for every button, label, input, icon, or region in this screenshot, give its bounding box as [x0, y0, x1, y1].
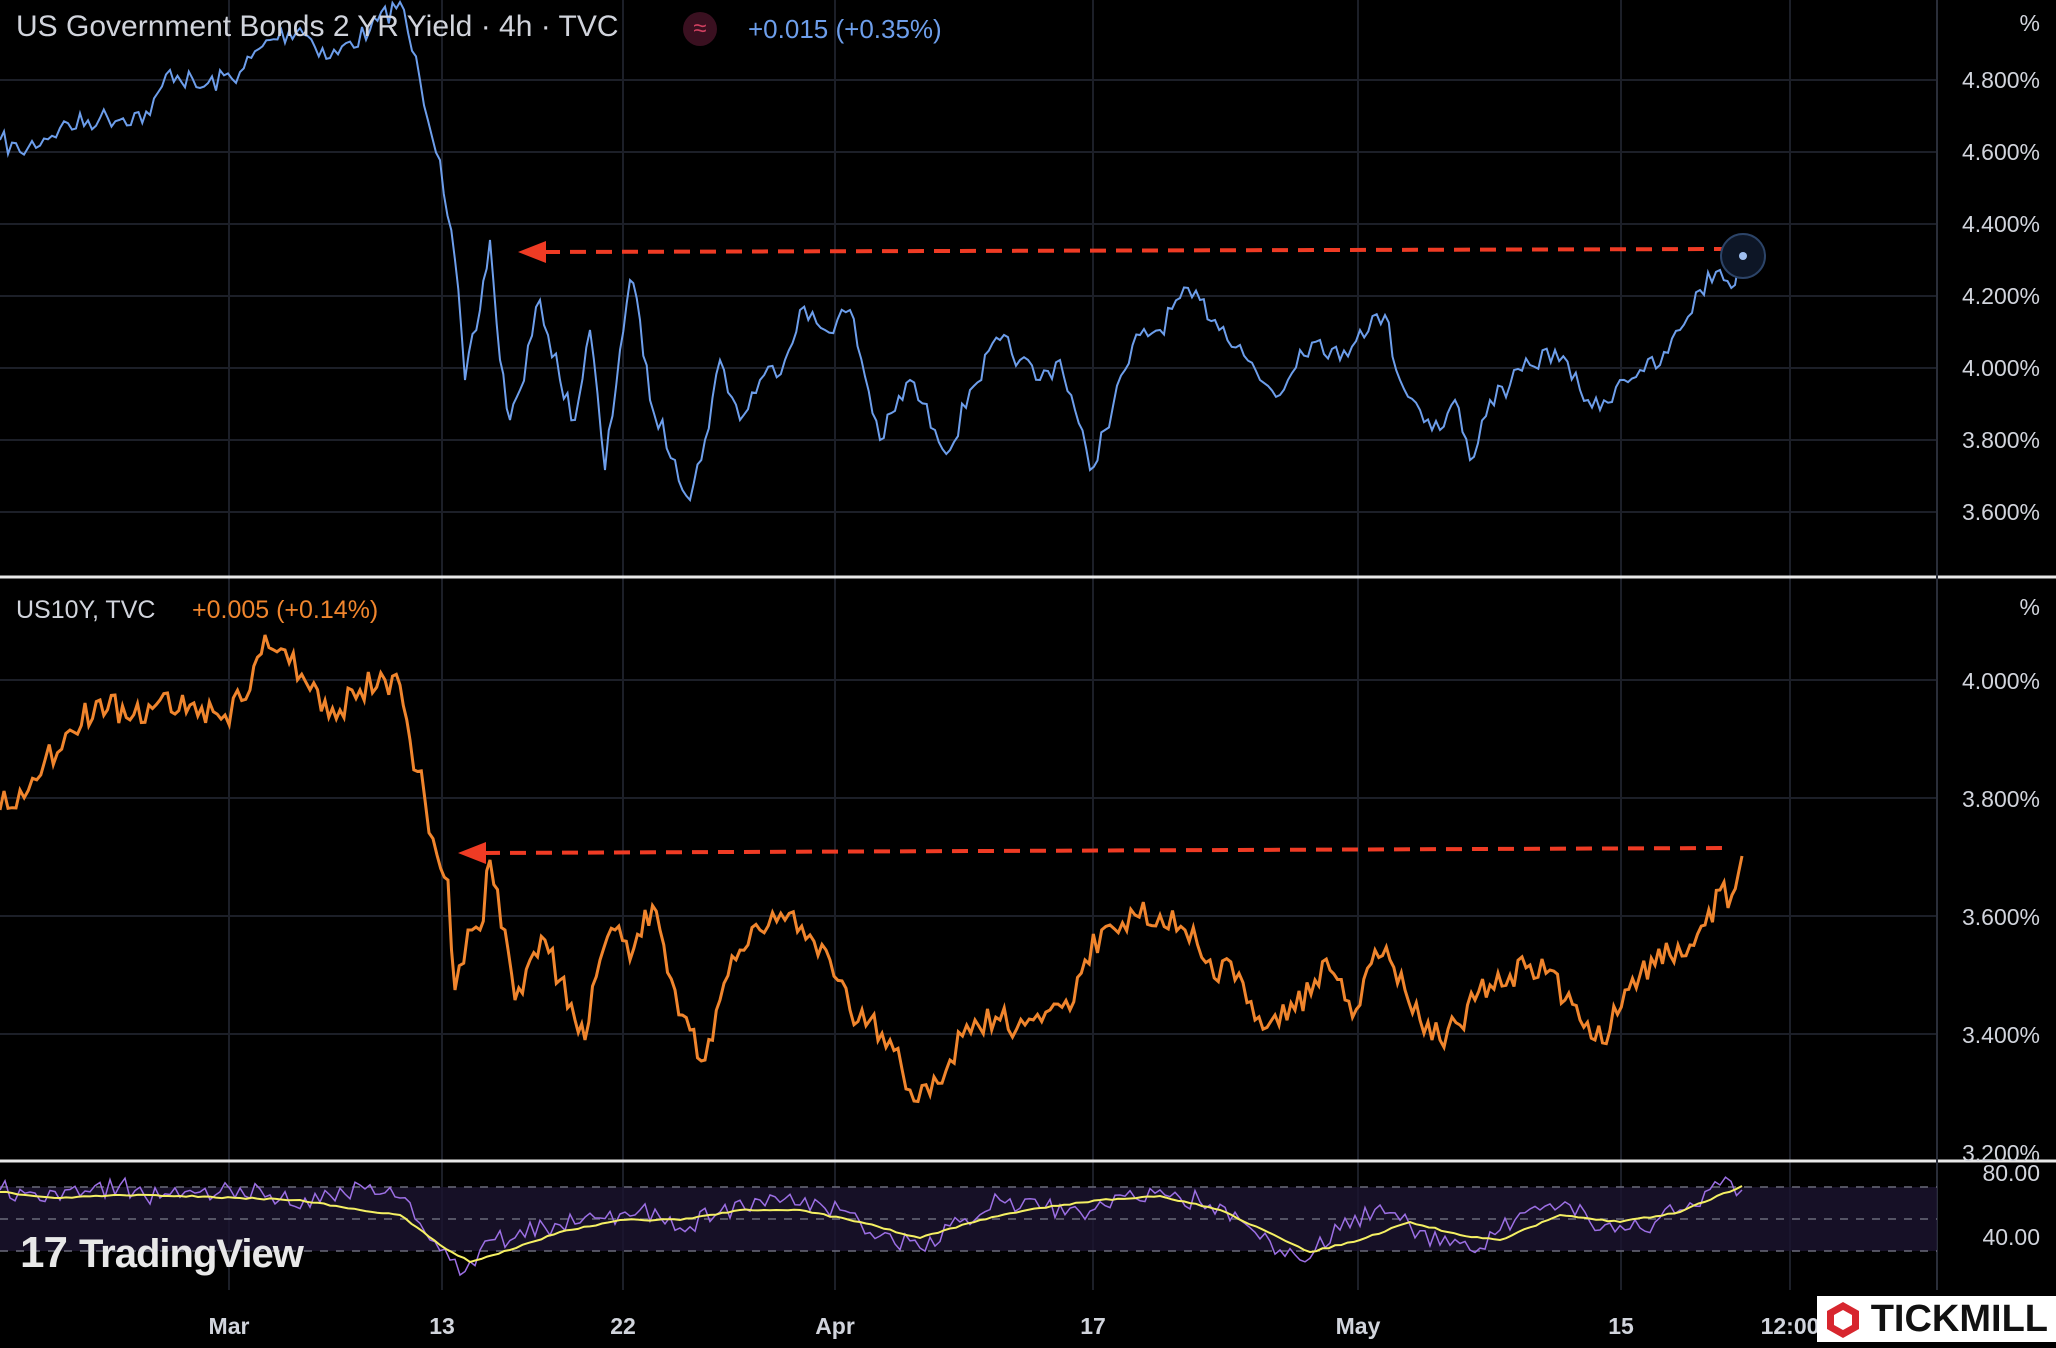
top-unit-label: %: [2019, 10, 2040, 36]
x-label: 13: [429, 1313, 455, 1339]
rsi-level-lines: [0, 1186, 1937, 1252]
grid-lines: [0, 0, 1937, 1290]
indicator-wave-icon[interactable]: ≈: [683, 12, 717, 46]
y-label: 3.400%: [1961, 1022, 2040, 1048]
x-label: 15: [1608, 1313, 1634, 1339]
x-label: 17: [1080, 1313, 1106, 1339]
us02y-title[interactable]: US Government Bonds 2 YR Yield · 4h · TV…: [16, 10, 619, 43]
us10y-price-line[interactable]: [0, 634, 1744, 1104]
y-label: 3.600%: [1961, 499, 2040, 525]
y-label: 4.200%: [1961, 283, 2040, 309]
rsi-ma-line[interactable]: [0, 1185, 1743, 1264]
y-label: 4.000%: [1961, 668, 2040, 694]
y-label: 4.000%: [1961, 355, 2040, 381]
us10y-change: +0.005 (+0.14%): [192, 596, 379, 624]
y-label: 4.800%: [1961, 67, 2040, 93]
y-label: 3.600%: [1961, 904, 2040, 930]
x-label: May: [1335, 1313, 1381, 1339]
tickmill-logo: TICKMILL: [1816, 1296, 2056, 1342]
y-label: 3.800%: [1961, 786, 2040, 812]
resistance-arrow-10y[interactable]: [458, 842, 1728, 864]
tickmill-wordmark: TICKMILL: [1870, 1298, 2048, 1340]
resistance-arrow-2y[interactable]: [518, 241, 1728, 263]
us10y-title[interactable]: US10Y, TVC: [16, 596, 156, 624]
x-label: Apr: [815, 1313, 855, 1339]
rsi-y-label: 80.00: [1982, 1160, 2040, 1186]
rsi-line[interactable]: [0, 1176, 1743, 1277]
tradingview-wordmark: TradingView: [78, 1232, 304, 1276]
rsi-y-label: 40.00: [1982, 1224, 2040, 1250]
tickmill-hexagon-icon: [1826, 1302, 1859, 1338]
bottom-unit-label: %: [2019, 594, 2040, 620]
x-label: 22: [610, 1313, 636, 1339]
y-label: 3.200%: [1961, 1140, 2040, 1166]
last-price-marker[interactable]: [1720, 233, 1766, 279]
x-label: Mar: [208, 1313, 250, 1339]
us02y-price-line[interactable]: [0, 0, 1744, 503]
us02y-change: +0.015 (+0.35%): [748, 14, 942, 44]
tradingview-mark-icon: 17: [20, 1228, 68, 1277]
tradingview-logo: 17 TradingView: [20, 1228, 304, 1278]
y-label: 4.600%: [1961, 139, 2040, 165]
y-label: 3.800%: [1961, 427, 2040, 453]
y-label: 4.400%: [1961, 211, 2040, 237]
x-label: 12:00: [1760, 1313, 1820, 1339]
